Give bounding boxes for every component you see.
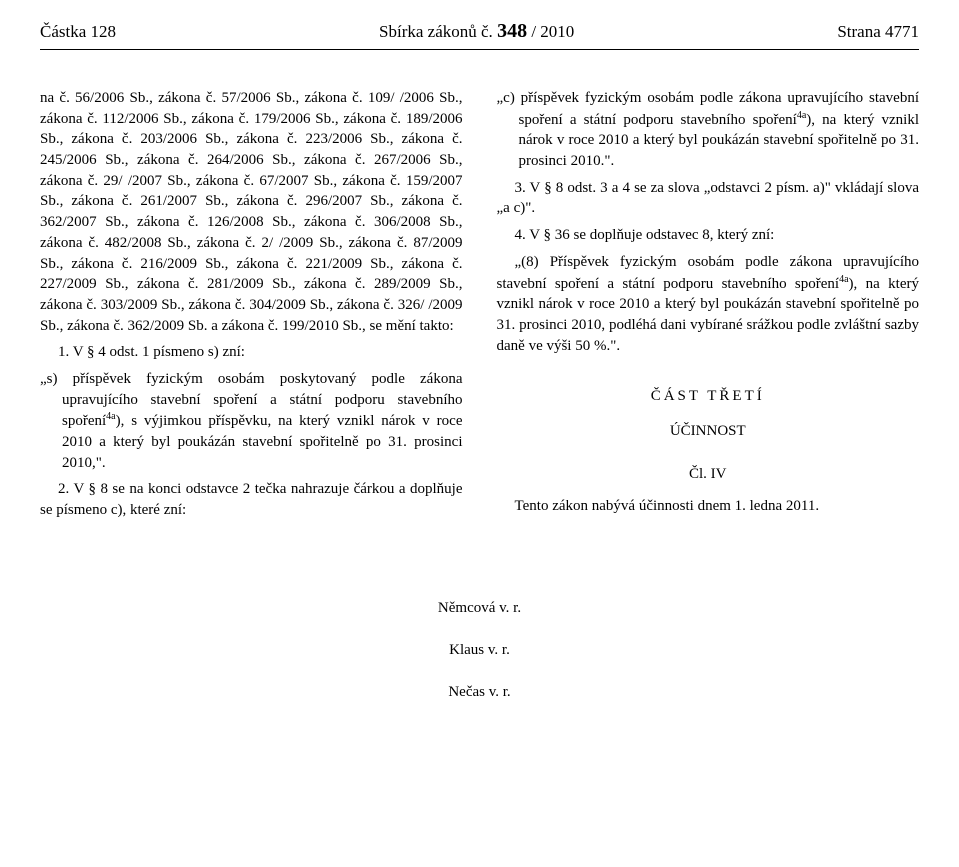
signature-necas: Nečas v. r. [40, 671, 919, 713]
point-3: 3. V § 8 odst. 3 a 4 se za slova „odstav… [497, 178, 920, 219]
header-center-suffix: / 2010 [527, 22, 574, 41]
header-center: Sbírka zákonů č. 348 / 2010 [116, 20, 837, 43]
effective-date-text: Tento zákon nabývá účinnosti dnem 1. led… [497, 496, 920, 517]
header-right: Strana 4771 [837, 22, 919, 42]
point-2: 2. V § 8 se na konci odstavce 2 tečka na… [40, 479, 463, 520]
header-center-prefix: Sbírka zákonů č. [379, 22, 497, 41]
footnote-ref-4a: 4a [839, 274, 848, 285]
signature-nemcova: Němcová v. r. [40, 587, 919, 629]
effectiveness-title: ÚČINNOST [497, 421, 920, 442]
footnote-ref-4a: 4a [797, 110, 806, 121]
right-column: „c) příspěvek fyzickým osobám podle záko… [497, 88, 920, 527]
article-iv: Čl. IV [497, 464, 920, 485]
header-number: 348 [497, 20, 527, 42]
letter-c-text: „c) příspěvek fyzickým osobám podle záko… [497, 88, 920, 172]
signature-klaus: Klaus v. r. [40, 629, 919, 671]
point-4: 4. V § 36 se doplňuje odstavec 8, který … [497, 225, 920, 246]
paragraph-8-text: „(8) Příspěvek fyzickým osobám podle zák… [497, 252, 920, 356]
page-header: Částka 128 Sbírka zákonů č. 348 / 2010 S… [40, 20, 919, 50]
footnote-ref-4a: 4a [106, 411, 115, 422]
amendment-list-paragraph: na č. 56/2006 Sb., zákona č. 57/2006 Sb.… [40, 88, 463, 336]
part-three-title: ČÁST TŘETÍ [497, 386, 920, 407]
header-left: Částka 128 [40, 22, 116, 42]
letter-s-text: „s) příspěvek fyzickým osobám poskytovan… [40, 369, 463, 473]
signatures-block: Němcová v. r. Klaus v. r. Nečas v. r. [40, 587, 919, 713]
point-1: 1. V § 4 odst. 1 písmeno s) zní: [40, 342, 463, 363]
content-columns: na č. 56/2006 Sb., zákona č. 57/2006 Sb.… [40, 88, 919, 527]
left-column: na č. 56/2006 Sb., zákona č. 57/2006 Sb.… [40, 88, 463, 527]
letter-s-post: ), s výjimkou příspěvku, na který vznikl… [62, 413, 463, 470]
